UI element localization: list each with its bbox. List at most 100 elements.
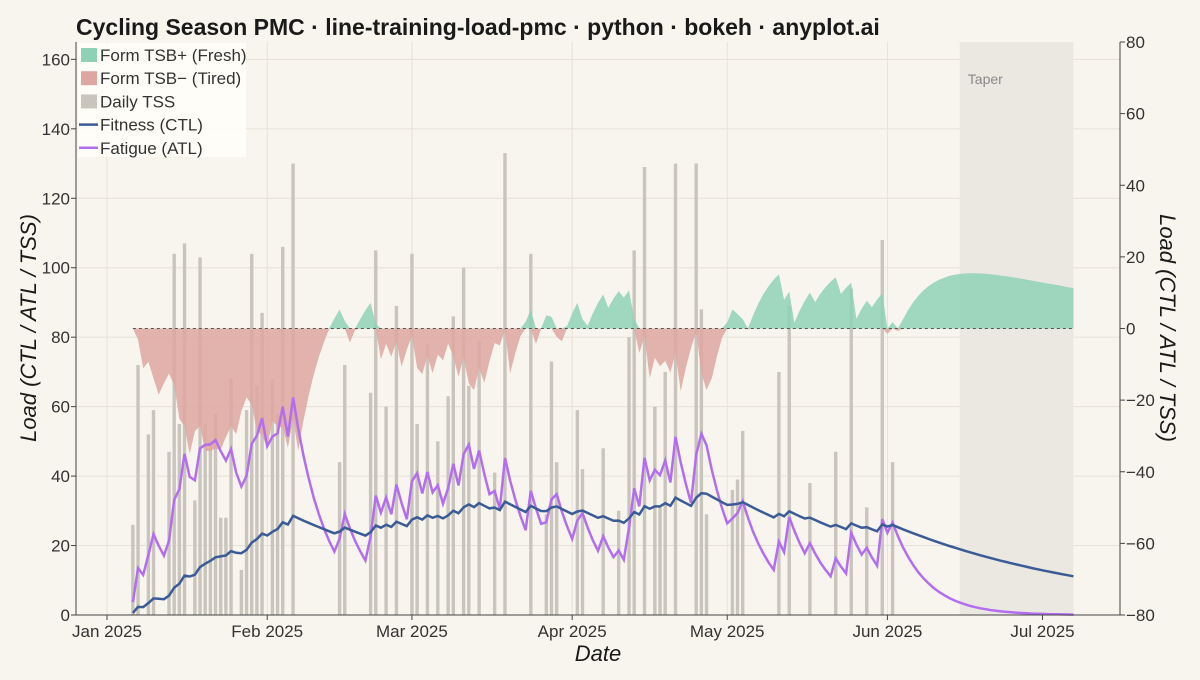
y-tick-label-right: 40 xyxy=(1126,176,1145,195)
tss-bar xyxy=(694,163,698,616)
tss-bar xyxy=(673,163,678,616)
tss-bar xyxy=(808,483,812,615)
tss-bar xyxy=(663,371,667,615)
tss-bar xyxy=(735,479,740,615)
tss-bar xyxy=(642,167,647,615)
tss-bar xyxy=(374,250,378,616)
tss-bar xyxy=(131,524,135,615)
x-tick-label: Mar 2025 xyxy=(376,622,448,641)
ctl-line xyxy=(131,491,1074,614)
x-tick-label: Jul 2025 xyxy=(1010,622,1074,641)
tss-bar xyxy=(229,378,233,615)
tss-bar xyxy=(384,406,388,615)
y-tick-label-left: 80 xyxy=(51,328,70,347)
chart-title: Cycling Season PMC · line-training-load-… xyxy=(76,14,880,40)
tss-bar xyxy=(281,246,285,615)
y-tick-label-left: 0 xyxy=(61,606,70,625)
y-tick-label-right: −20 xyxy=(1126,391,1155,410)
legend: Form TSB+ (Fresh) Form TSB− (Tired) Daily … xyxy=(78,43,247,158)
tss-bar xyxy=(425,344,430,615)
tss-bar xyxy=(549,361,554,615)
atl-line xyxy=(131,397,1074,616)
tss-bar xyxy=(436,441,440,615)
tss-bar xyxy=(239,569,244,615)
tss-bar xyxy=(203,424,207,615)
legend-label-ctl: Fitness (CTL) xyxy=(100,116,203,135)
tss-bar xyxy=(213,413,218,615)
x-tick-label: Jun 2025 xyxy=(852,622,922,641)
tss-bar xyxy=(250,253,254,615)
y-tick-label-left: 100 xyxy=(42,259,70,278)
tss-bar xyxy=(415,424,419,615)
tss-bar xyxy=(477,340,481,615)
tsb-negative-area xyxy=(132,328,1074,454)
legend-label-tsb_pos: Form TSB+ (Fresh) xyxy=(100,46,247,65)
tss-bar xyxy=(151,410,156,615)
tss-bar xyxy=(224,517,228,615)
tss-bar xyxy=(193,500,197,615)
tss-bar xyxy=(730,489,735,615)
tss-bar xyxy=(616,510,621,615)
tss-bar xyxy=(787,305,791,615)
tss-bar xyxy=(554,462,559,615)
tss-bar xyxy=(601,448,605,615)
tss-bar xyxy=(260,312,264,615)
legend-label-tsb_neg: Form TSB− (Tired) xyxy=(100,69,241,88)
tss-bar xyxy=(865,507,869,615)
tss-bar xyxy=(529,253,533,615)
y-tick-label-left: 60 xyxy=(51,398,70,417)
y-ticks-left: 0 20 40 60 80 100 120 140 160 xyxy=(42,50,76,625)
tss-bar xyxy=(182,243,187,616)
tss-bar xyxy=(741,430,745,615)
tss-bar xyxy=(172,253,176,615)
tss-bar xyxy=(136,364,140,615)
tss-bar xyxy=(467,385,471,615)
tss-bar xyxy=(699,309,704,615)
tss-bar xyxy=(777,371,781,615)
tss-bar xyxy=(270,378,275,615)
tss-bar xyxy=(890,462,895,615)
tss-bar xyxy=(544,514,549,615)
x-tick-label: Apr 2025 xyxy=(538,622,607,641)
tss-bar xyxy=(219,517,223,615)
y-axis-title-left: Load (CTL / ATL / TSS) xyxy=(16,214,41,442)
tss-bar xyxy=(275,413,280,615)
tss-bar xyxy=(461,267,466,615)
tss-bar xyxy=(632,250,636,616)
legend-background xyxy=(78,43,246,157)
tss-bar xyxy=(198,257,202,615)
tss-bar xyxy=(410,253,414,615)
y-tick-label-left: 40 xyxy=(51,467,70,486)
y-tick-label-right: 80 xyxy=(1126,33,1145,52)
legend-swatch-tss xyxy=(81,94,97,109)
tss-bar xyxy=(146,434,151,615)
legend-label-tss: Daily TSS xyxy=(100,92,175,111)
legend-swatch-tsb_neg xyxy=(81,71,97,86)
tss-bar xyxy=(244,410,249,615)
x-ticks: Jan 2025 Feb 2025 Mar 2025 Apr 2025 May 2025… xyxy=(72,615,1075,641)
x-tick-label: Feb 2025 xyxy=(231,622,303,641)
tss-bar xyxy=(394,305,399,615)
tss-bar xyxy=(880,239,884,615)
y-tick-label-left: 160 xyxy=(42,50,70,69)
tss-bar xyxy=(834,451,838,615)
y-tick-label-right: −60 xyxy=(1126,534,1155,553)
tss-bar xyxy=(368,392,373,615)
y-tick-label-left: 20 xyxy=(51,537,70,556)
legend-label-atl: Fatigue (ATL) xyxy=(100,139,203,158)
load-lines xyxy=(131,397,1074,616)
tss-bar xyxy=(343,364,347,615)
tss-bar xyxy=(177,424,182,615)
tss-bar xyxy=(704,514,709,615)
taper-label: Taper xyxy=(968,71,1003,87)
y-tick-label-right: 0 xyxy=(1126,320,1135,339)
tsb-areas xyxy=(132,273,1074,454)
tss-bar xyxy=(653,406,657,615)
tss-bar xyxy=(492,472,497,615)
tsb-positive-area xyxy=(132,273,1074,329)
y-tick-label-right: 60 xyxy=(1126,105,1145,124)
tss-bar xyxy=(658,507,662,615)
tss-bar xyxy=(849,288,853,615)
legend-swatch-tsb_pos xyxy=(81,48,97,62)
